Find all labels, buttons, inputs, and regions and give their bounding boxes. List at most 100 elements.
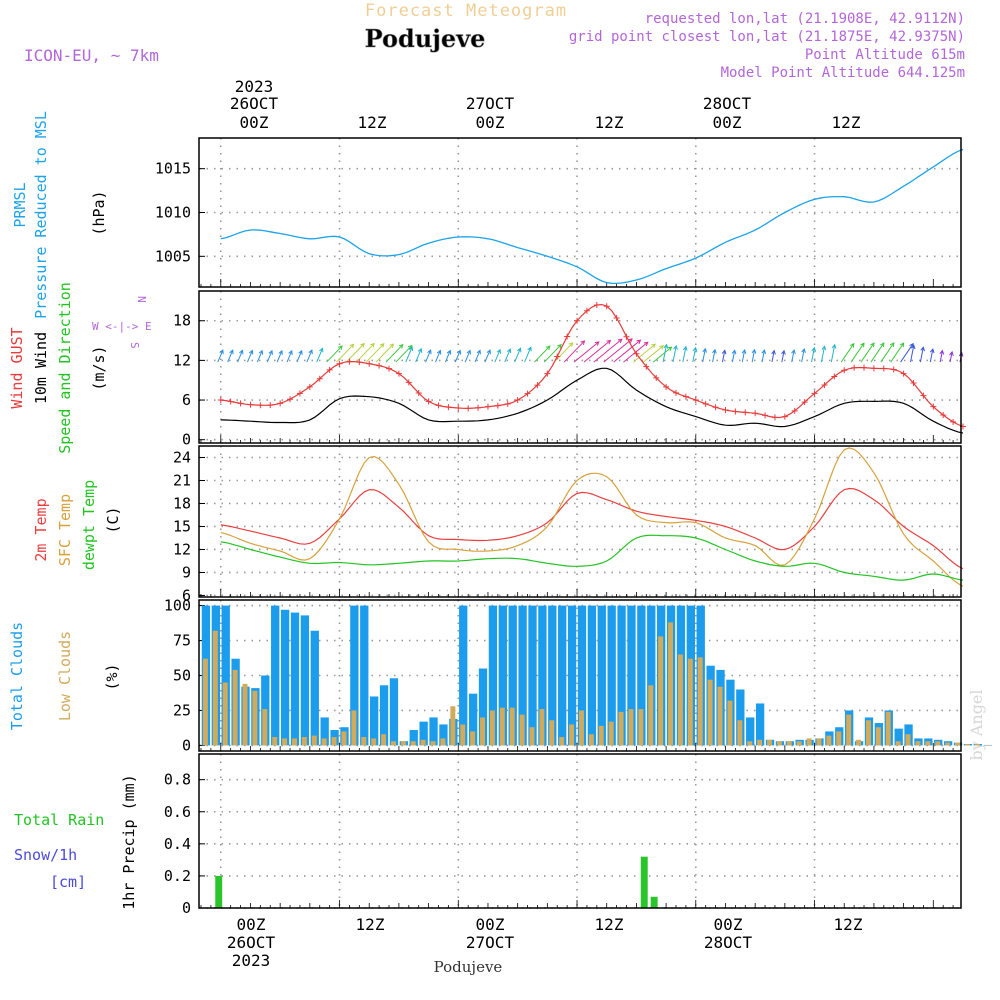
low-cloud-bar-72 (915, 741, 921, 746)
total-cloud-bar-33 (528, 605, 537, 746)
gust-marker-74 (950, 418, 957, 425)
wind-arrow-40 (613, 339, 642, 363)
gust-marker-38 (593, 302, 600, 309)
top-tick-3: 12Z (595, 113, 624, 132)
gust-marker-15 (366, 360, 373, 367)
gust-marker-20 (415, 390, 422, 397)
gust-marker-23 (445, 404, 452, 411)
wind-arrow-11 (326, 345, 343, 363)
wind-arrow-head-62 (831, 343, 837, 349)
low-cloud-bar-61 (806, 738, 812, 746)
gust-marker-21 (425, 398, 432, 405)
wind-arrow-shaft-72 (929, 349, 934, 363)
wind-arrow-74 (949, 350, 954, 363)
gust-marker-44 (653, 374, 660, 381)
wind-arrow-20 (415, 347, 423, 363)
gust-marker-17 (386, 365, 393, 372)
low-cloud-bar-27 (470, 731, 476, 746)
gust-marker-47 (682, 393, 689, 400)
total-cloud-bar-19 (389, 678, 399, 746)
low-cloud-bar-69 (885, 711, 891, 746)
total-cloud-bar-23 (429, 717, 438, 746)
total-cloud-bar-17 (370, 696, 379, 746)
total-cloud-bar-70 (894, 728, 903, 746)
wind-arrow-32 (534, 345, 551, 363)
wind-arrow-shaft-57 (781, 350, 785, 363)
wind-arrow-shaft-69 (900, 343, 914, 363)
gust-marker-67 (880, 365, 887, 372)
ytick-label-cloud-1: 25 (173, 701, 191, 719)
wind-arrow-shaft-52 (731, 350, 736, 363)
wind-arrow-shaft-56 (771, 350, 775, 363)
wind-arrow-62 (830, 343, 837, 363)
wind-arrow-head-25 (466, 349, 471, 355)
wind-arrow-shaft-25 (464, 350, 471, 363)
bottom-tick-0: 00Z (237, 915, 266, 934)
wind-arrow-head-39 (628, 338, 633, 343)
bottom-tick-2: 00Z (476, 915, 505, 934)
wind-arrow-head-55 (761, 349, 767, 355)
gust-marker-39 (603, 303, 610, 310)
wind-arrow-shaft-28 (494, 349, 501, 363)
low-cloud-bar-73 (925, 741, 931, 746)
wind-arrow-head-58 (791, 349, 796, 355)
wind-arrow-shaft-16 (375, 343, 394, 363)
total-cloud-bar-56 (755, 703, 765, 746)
low-cloud-bar-17 (371, 738, 377, 746)
low-cloud-bar-46 (658, 636, 664, 746)
compass-north: N (135, 296, 148, 303)
wind-arrow-head-7 (288, 349, 293, 355)
bottom-tick-5: 12Z (834, 915, 863, 934)
wind-arrow-shaft-54 (751, 349, 756, 363)
low-cloud-bar-0 (202, 658, 208, 746)
wind-arrow-head-66 (880, 342, 885, 348)
wind-arrow-24 (454, 349, 462, 363)
wind-arrow-head-31 (527, 346, 532, 352)
wind-arrow-shaft-15 (365, 343, 385, 363)
gust-marker-37 (583, 307, 590, 314)
wind-arrow-68 (890, 342, 905, 363)
gust-marker-13 (346, 358, 353, 365)
wind-arrow-shaft-47 (682, 346, 687, 363)
low-cloud-bar-78 (974, 744, 980, 746)
gust-marker-32 (534, 382, 541, 389)
low-cloud-bar-29 (489, 710, 495, 746)
low-cloud-bar-62 (816, 738, 822, 746)
low-clouds-label: Low Clouds (56, 631, 74, 721)
total-cloud-bar-37 (567, 605, 577, 746)
gust-marker-72 (930, 403, 937, 410)
wind-arrow-head-10 (319, 347, 324, 353)
total-cloud-bar-28 (478, 668, 488, 746)
wind-arrow-head-60 (811, 346, 817, 352)
gust-marker-10 (316, 375, 323, 382)
temp-sfc-label: SFC Temp (56, 494, 74, 566)
low-cloud-bar-70 (895, 741, 901, 746)
low-cloud-bar-30 (499, 707, 505, 746)
low-cloud-bar-13 (331, 737, 337, 746)
low-cloud-bar-37 (569, 724, 575, 746)
ytick-label-precip-2: 0.4 (164, 835, 191, 853)
wind-arrow-shaft-73 (939, 350, 943, 363)
wind-arrow-head-46 (673, 344, 678, 350)
total-cloud-bar-15 (350, 605, 359, 746)
low-cloud-bar-68 (875, 727, 881, 746)
wind-arrow-shaft-29 (504, 348, 511, 363)
gust-marker-48 (692, 397, 699, 404)
gust-marker-5 (267, 402, 274, 409)
wind-arrow-shaft-40 (613, 339, 641, 363)
wind-arrow-head-23 (446, 349, 452, 355)
gust-marker-59 (801, 399, 808, 406)
wind-arrow-head-19 (408, 346, 414, 352)
wind-arrow-shaft-21 (425, 349, 432, 363)
wind-arrow-21 (425, 349, 432, 363)
wind-arrow-44 (652, 346, 673, 363)
wind-arrow-shaft-27 (484, 349, 491, 363)
wind-arrow-head-72 (929, 348, 935, 354)
wind-arrow-head-44 (667, 346, 673, 352)
precip-axis-label: 1hr Precip (mm) (120, 774, 138, 909)
low-cloud-bar-41 (608, 721, 614, 746)
low-cloud-bar-58 (776, 741, 782, 746)
low-cloud-bar-31 (509, 707, 515, 746)
gust-marker-69 (900, 370, 907, 377)
low-cloud-bar-75 (945, 742, 951, 746)
